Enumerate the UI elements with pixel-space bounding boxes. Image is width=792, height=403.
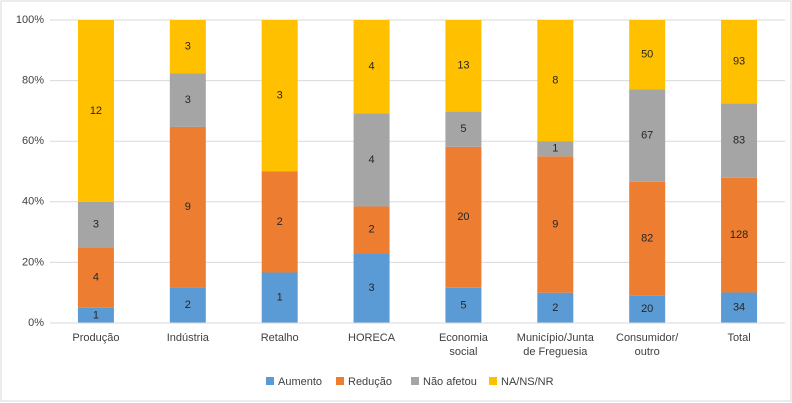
data-label: 4 [369,61,375,73]
data-label: 3 [369,282,375,294]
bar-segment [721,177,758,293]
data-label: 3 [277,90,283,102]
bar-segment [261,20,298,172]
data-label: 12 [90,105,102,117]
bar-segment [629,20,666,90]
data-label: 2 [552,302,558,314]
data-label: 93 [733,56,745,68]
bar-segment [629,89,666,182]
bar-segment [721,103,758,178]
data-label: 3 [185,41,191,53]
x-tick-label: HORECA [348,332,396,344]
x-tick-label: Retalho [261,332,299,344]
bar-segment [77,307,114,323]
bar-segment [721,292,758,323]
data-label: 9 [552,218,558,230]
data-label: 5 [460,123,466,135]
x-tick-label: Economia social [439,332,489,358]
data-label: 2 [185,299,191,311]
bar-segment [77,247,114,308]
bar-segment [445,111,482,147]
bar-segment [169,20,206,74]
bar-segment [353,20,390,114]
x-tick-label: Total [727,332,750,344]
bar-segment [261,272,298,323]
data-label: 20 [457,211,469,223]
bar-segment [77,20,114,202]
bar-segment [721,20,758,104]
data-label: 34 [733,302,745,314]
data-label: 1 [93,309,99,321]
x-tick-label: Consumidor/outro [616,332,679,358]
bar-segment [445,20,482,112]
y-tick-label: 0% [28,317,44,329]
x-tick-label: Indústria [167,332,210,344]
bar-segment [445,287,482,323]
y-tick-label: 60% [22,135,44,147]
legend-swatch [266,377,274,385]
data-label: 2 [277,216,283,228]
y-tick-label: 40% [22,196,44,208]
legend-label: Não afetou [423,376,477,388]
data-label: 9 [185,201,191,213]
data-label: 82 [641,233,653,245]
data-label: 1 [277,292,283,304]
bar-segment [537,292,574,323]
legend-label: NA/NS/NR [501,376,554,388]
data-label: 20 [641,303,653,315]
y-tick-label: 80% [22,75,44,87]
bar-segment [537,156,574,293]
data-label: 5 [460,299,466,311]
bar-segment [169,287,206,323]
bar-segment [353,206,390,254]
data-label: 3 [185,94,191,106]
legend-swatch [489,377,497,385]
bar-segment [77,201,114,248]
data-label: 83 [733,134,745,146]
data-label: 50 [641,48,653,60]
x-tick-label: Município/Junta de Freguesia [517,332,595,358]
data-label: 67 [641,129,653,141]
y-tick-label: 100% [16,14,44,26]
data-label: 4 [93,271,99,283]
bar-segment [353,113,390,207]
data-label: 13 [457,60,469,72]
legend-swatch [411,377,419,385]
legend-label: Aumento [278,376,322,388]
bar-segment [261,171,298,273]
bar-segment [445,146,482,288]
data-label: 2 [369,224,375,236]
data-label: 128 [730,229,748,241]
bar-segment [353,253,390,323]
legend-swatch [336,377,344,385]
x-tick-label: Produção [72,332,119,344]
data-label: 1 [552,143,558,155]
bar-segment [629,181,666,296]
data-label: 4 [369,154,375,166]
bar-segment [169,73,206,127]
bar-segment [169,126,206,288]
data-label: 8 [552,75,558,87]
bar-segment [629,295,666,323]
y-tick-label: 20% [22,256,44,268]
bar-segment [537,20,574,142]
bar-segment [537,141,574,157]
legend-label: Redução [348,376,392,388]
data-label: 3 [93,218,99,230]
